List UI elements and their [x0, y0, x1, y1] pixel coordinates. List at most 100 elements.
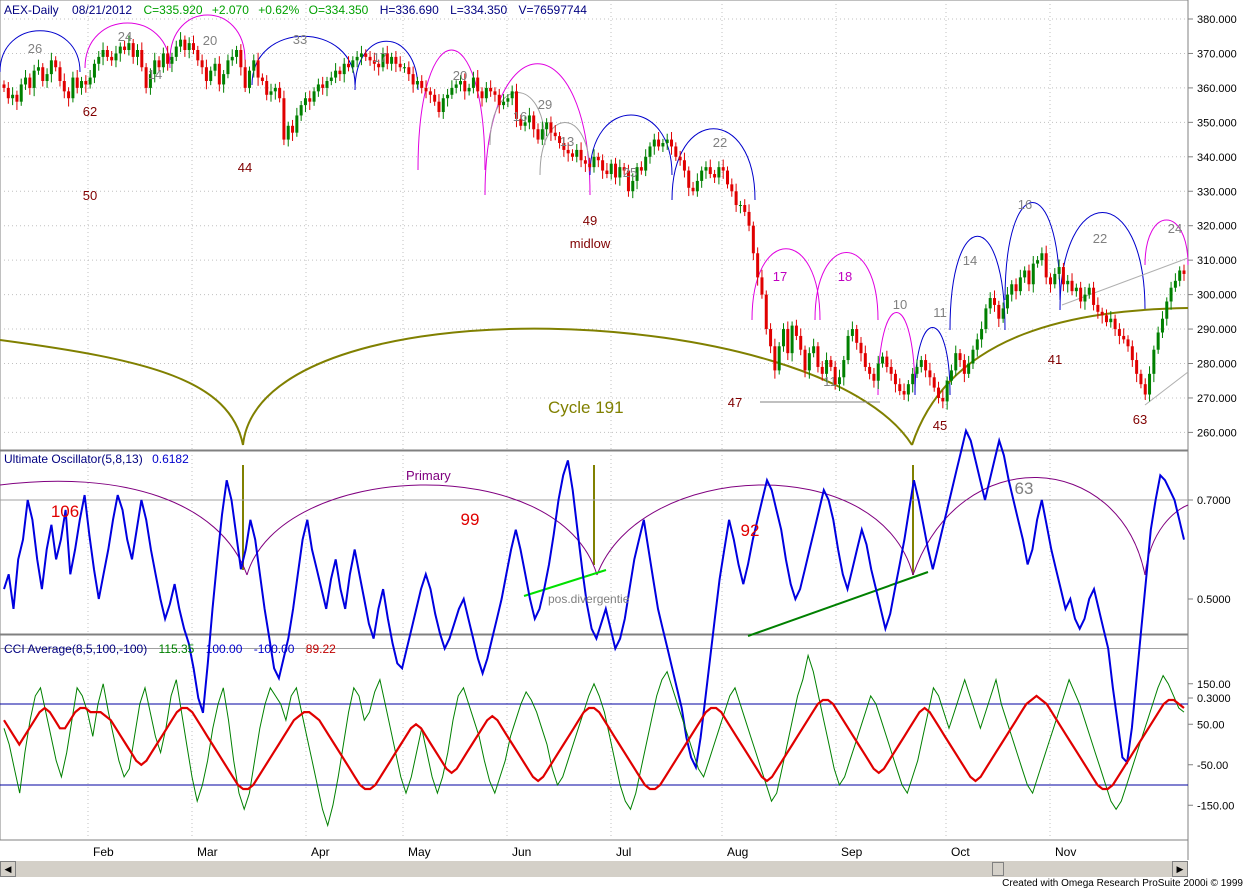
cycle-arc [84, 22, 171, 69]
cycle-number: 22 [1093, 231, 1107, 246]
price-candle [993, 298, 997, 305]
price-candle [540, 129, 544, 140]
price-candle [403, 67, 407, 69]
price-candle [859, 342, 863, 354]
primary-label: Primary [406, 468, 451, 483]
price-candle [898, 384, 902, 392]
price-candle [71, 77, 75, 99]
price-candle [708, 167, 712, 175]
osc-cycle-number: 99 [461, 510, 480, 529]
price-candle [682, 160, 686, 171]
cycle-number: 11 [933, 305, 947, 320]
price-candle [549, 122, 553, 133]
price-candle [187, 43, 191, 51]
price-candle [958, 353, 962, 361]
horizontal-scrollbar[interactable]: ◀ ▶ [0, 860, 1188, 877]
price-candle [372, 60, 376, 64]
cycle-number: 10 [893, 297, 907, 312]
price-candle [437, 101, 441, 113]
price-candle [523, 122, 527, 126]
cycle-arc [539, 122, 591, 176]
cycle-number: 16 [1018, 197, 1032, 212]
price-candle [760, 277, 764, 295]
price-candle [889, 366, 893, 374]
price-tick-label: 260.000 [1197, 427, 1237, 439]
scroll-right-button[interactable]: ▶ [1172, 861, 1188, 877]
price-candle [1083, 294, 1087, 302]
price-candle [743, 205, 747, 212]
cci-line [3, 653, 1185, 828]
price-candle [657, 139, 661, 147]
price-candle [1139, 373, 1143, 385]
cycle-arc [814, 252, 879, 321]
price-tick-label: 360.000 [1197, 83, 1237, 95]
price-candle [118, 46, 122, 54]
price-candle [902, 391, 906, 395]
price-candle [1027, 270, 1031, 285]
cycle-number: 14 [148, 67, 162, 82]
price-candle [868, 366, 872, 374]
price-candle [510, 91, 514, 99]
price-candle [265, 81, 269, 95]
price-candle [54, 60, 58, 68]
cycle-arc [949, 235, 1006, 331]
svg-text:CCI Average(8,5,100,-100): CCI Average(8,5,100,-100) 115.35 100.00 … [4, 642, 336, 656]
price-candle [777, 346, 781, 371]
price-candle [937, 387, 941, 398]
price-candle [15, 94, 19, 102]
cci-average-line [3, 694, 1185, 791]
price-candle [605, 170, 609, 175]
cycle-arc [671, 128, 756, 201]
price-candle [316, 84, 320, 92]
price-candle [928, 370, 932, 378]
price-candle [687, 170, 691, 188]
price-low: L=334.350 [450, 3, 507, 17]
price-candle [954, 353, 958, 371]
price-candle [489, 87, 493, 92]
price-symbol: AEX-Daily [4, 3, 59, 17]
x-tick-label: Mar [197, 845, 218, 859]
price-candle [420, 81, 424, 88]
cycle-arc [1004, 202, 1061, 301]
cci-value-1: 115.35 [159, 642, 195, 656]
price-candle [308, 98, 312, 102]
price-candle [157, 60, 161, 68]
price-candle [484, 87, 488, 99]
cci-value-4: 89.22 [306, 642, 336, 656]
price-candle [579, 149, 583, 161]
price-candle [1152, 349, 1156, 374]
price-candle [441, 98, 445, 113]
cycle-number: 18 [838, 269, 852, 284]
price-candle [49, 60, 53, 75]
price-candle [1135, 360, 1139, 374]
price-candle [756, 253, 760, 278]
price-candle [1044, 253, 1048, 278]
price-candle [114, 53, 118, 61]
price-candle [941, 397, 945, 402]
price-candle [945, 380, 949, 402]
price-candle [312, 91, 316, 102]
cycle-number: 13 [560, 134, 574, 149]
price-candle [235, 50, 239, 57]
price-candle [222, 74, 226, 85]
price-tick-label: 320.000 [1197, 221, 1237, 233]
x-tick-label: Oct [951, 845, 970, 859]
price-candle [558, 136, 562, 144]
price-candle [1031, 263, 1035, 285]
price-candle [1100, 311, 1104, 316]
price-candle [497, 94, 501, 106]
cycle-number: 20 [203, 33, 217, 48]
scroll-left-button[interactable]: ◀ [0, 861, 16, 877]
price-candle [915, 366, 919, 374]
price-tick-label: 330.000 [1197, 186, 1237, 198]
price-candle [45, 74, 49, 82]
price-candle [1160, 318, 1164, 333]
scroll-thumb[interactable] [992, 862, 1004, 876]
price-open: O=334.350 [309, 3, 369, 17]
ultimate-oscillator-line [3, 427, 1185, 771]
price-tick-label: 350.000 [1197, 117, 1237, 129]
price-candle [609, 163, 613, 175]
price-candle [562, 143, 566, 150]
price-candle [256, 60, 260, 78]
osc-cycle-number: 92 [741, 521, 760, 540]
